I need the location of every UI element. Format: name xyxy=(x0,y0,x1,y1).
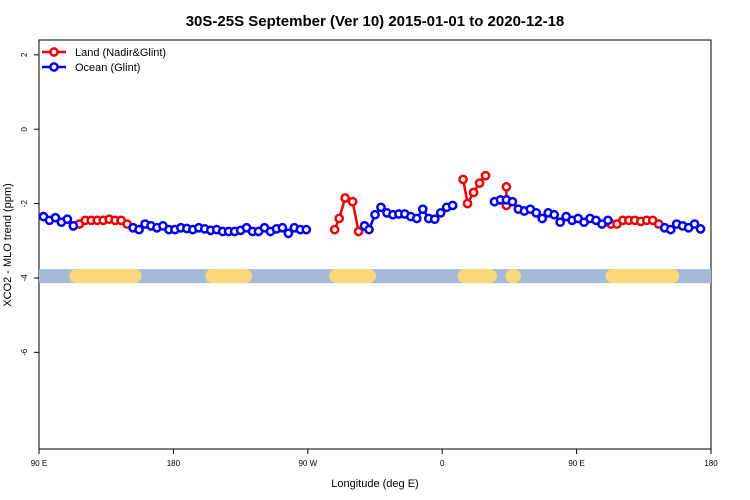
x-tick-label: 90 W xyxy=(298,459,317,468)
legend-ocean-marker xyxy=(49,62,59,72)
ocean-data-point xyxy=(537,213,548,224)
y-tick-label: 0 xyxy=(20,126,29,131)
ocean-data-point xyxy=(689,219,700,229)
ocean-data-point xyxy=(364,224,374,235)
land-data-point xyxy=(334,213,345,224)
ocean-data-point xyxy=(665,224,676,235)
legend-ocean-label: Ocean (Glint) xyxy=(75,62,140,74)
ocean-data-point xyxy=(376,202,386,213)
ocean-data-point xyxy=(283,228,294,239)
land-data-point xyxy=(468,187,479,198)
ocean-data-point xyxy=(695,224,706,234)
legend-land-label: Land (Nadir&Glint) xyxy=(75,47,166,59)
y-tick-label: -4 xyxy=(20,274,29,282)
ocean-data-point xyxy=(68,221,79,231)
land-data-point xyxy=(501,182,512,192)
ocean-data-point xyxy=(507,196,518,207)
land-data-point xyxy=(458,174,468,185)
ocean-data-point xyxy=(435,208,446,218)
y-tick-label: -6 xyxy=(20,348,29,356)
ocean-data-point xyxy=(370,209,380,220)
x-tick-label: 0 xyxy=(440,459,445,468)
ocean-data-point xyxy=(134,224,144,235)
x-tick-label: 90 E xyxy=(31,459,47,468)
land-data-point xyxy=(347,196,358,207)
land-data-point xyxy=(329,224,340,235)
y-axis-label: XCO2 - MLO trend (ppm) xyxy=(2,183,14,306)
ocean-data-point xyxy=(429,214,440,225)
x-axis-label: Longitude (deg E) xyxy=(331,478,418,490)
ocean-data-point xyxy=(62,214,73,225)
ocean-data-point xyxy=(549,209,560,220)
ocean-data-point xyxy=(301,224,312,235)
land-data-point xyxy=(462,198,473,209)
ocean-data-point xyxy=(417,204,428,215)
x-tick-label: 180 xyxy=(704,459,718,468)
chart-title: 30S-25S September (Ver 10) 2015-01-01 to… xyxy=(186,13,565,30)
ocean-data-point xyxy=(555,217,566,228)
legend-land-marker xyxy=(49,47,59,57)
x-tick-label: 90 E xyxy=(568,459,584,468)
y-tick-label: -2 xyxy=(20,199,29,207)
plot-frame xyxy=(38,39,712,450)
ocean-data-point xyxy=(50,212,61,223)
land-data-point xyxy=(340,193,350,203)
legend: Land (Nadir&Glint) Ocean (Glint) xyxy=(42,47,166,74)
ocean-data-point xyxy=(277,222,288,233)
ocean-data-point xyxy=(411,213,422,224)
land-data-point xyxy=(353,226,364,237)
y-tick-label: 2 xyxy=(20,52,29,57)
ocean-data-point xyxy=(531,208,542,218)
ocean-data-point xyxy=(447,200,458,211)
land-data-point xyxy=(474,178,485,188)
land-data-point xyxy=(480,170,491,181)
x-tick-label: 180 xyxy=(167,459,181,468)
ocean-data-point xyxy=(603,215,613,226)
